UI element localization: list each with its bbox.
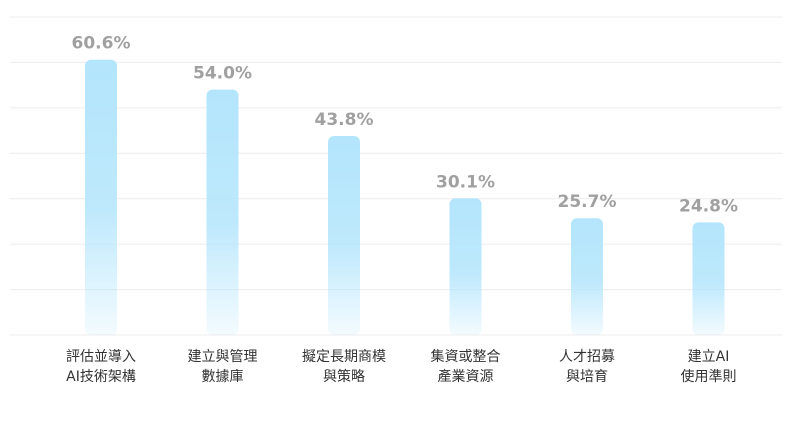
x-tick-label-line: 人才招募 [559,349,615,365]
x-tick-label-line: 評估並導入 [66,349,136,365]
bar [328,136,360,335]
bar [571,218,603,335]
x-tick-label-line: 建立與管理 [188,349,258,365]
x-tick-label: 建立AI 使用準則 [681,349,737,385]
x-tick-label-line: 擬定長期商模 [302,349,386,365]
value-label: 43.8% [315,110,374,130]
x-tick-label-line: 建立AI [688,349,730,365]
bar [449,198,482,335]
x-tick-label-line: 與培育 [566,369,608,385]
x-tick-label-line: 產業資源 [438,368,494,385]
value-label: 54.0% [193,64,252,84]
bar [85,59,117,336]
x-tick-label: 建立與管理數據庫 [188,349,258,385]
bar [206,89,239,335]
x-tick-label-line: 集資或整合 [431,348,501,365]
value-label: 30.1% [436,172,495,192]
value-label: 24.8% [679,196,738,216]
x-tick-label-line: 與策略 [323,368,365,385]
x-tick-label-line: 使用準則 [681,368,737,385]
x-tick-label: 集資或整合產業資源 [431,348,501,385]
value-label: 25.7% [558,192,617,212]
x-tick-label-line: AI技術架構 [66,369,136,385]
x-tick-label-line: 數據庫 [202,368,244,385]
bar [692,222,725,335]
x-tick-label: 評估並導入 AI技術架構 [66,349,136,385]
x-tick-label: 人才招募與培育 [559,349,615,385]
value-label: 60.6% [72,34,131,54]
x-tick-label: 擬定長期商模與策略 [302,349,386,385]
